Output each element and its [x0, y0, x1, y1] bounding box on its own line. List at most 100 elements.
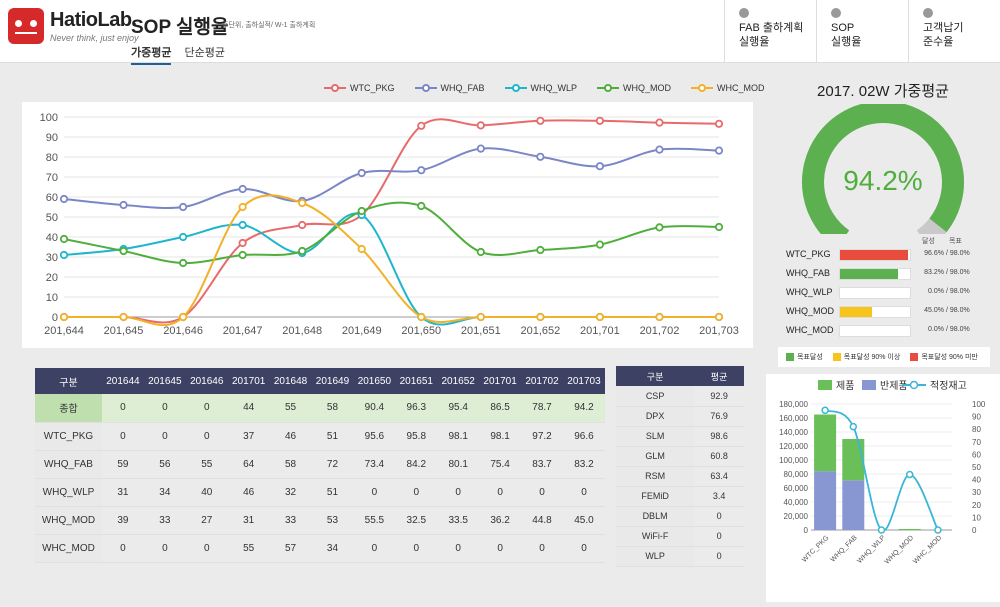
- data-point[interactable]: [59, 234, 69, 244]
- table-cell: 84.2: [395, 450, 438, 479]
- data-point[interactable]: [714, 146, 724, 155]
- table-cell: 60.8: [694, 446, 744, 467]
- data-point[interactable]: [849, 422, 858, 431]
- bar-semi-product[interactable]: [814, 471, 837, 530]
- data-point[interactable]: [655, 118, 664, 127]
- x-tick-label: 201,647: [223, 325, 263, 337]
- data-point[interactable]: [238, 238, 247, 248]
- bar-product[interactable]: [842, 439, 865, 481]
- table-cell: 0: [562, 534, 605, 563]
- data-point[interactable]: [877, 526, 886, 534]
- bar-product[interactable]: [814, 414, 837, 472]
- data-point[interactable]: [476, 121, 485, 130]
- data-point[interactable]: [59, 250, 69, 260]
- data-point[interactable]: [714, 222, 724, 232]
- data-point[interactable]: [178, 202, 188, 212]
- data-point[interactable]: [119, 200, 128, 210]
- table-cell: 72: [311, 450, 354, 479]
- page-title: SOP 실행율: [131, 17, 229, 38]
- data-point[interactable]: [536, 152, 545, 161]
- legend-label: WTC_PKG: [350, 83, 395, 93]
- data-point[interactable]: [298, 220, 307, 230]
- y-tick-label: 100: [40, 112, 58, 124]
- data-point[interactable]: [357, 168, 366, 178]
- row-label: CSP: [616, 386, 695, 407]
- data-point[interactable]: [298, 246, 307, 256]
- legend-item-whq_mod[interactable]: WHQ_MOD: [597, 83, 671, 93]
- data-point[interactable]: [536, 116, 545, 125]
- data-point[interactable]: [714, 312, 724, 322]
- nav-delivery[interactable]: 고객납기 준수율: [908, 0, 1000, 63]
- data-point[interactable]: [655, 223, 664, 232]
- table-cell: 32: [269, 478, 312, 507]
- status-row-whc_mod: WHC_MOD 0.0%/ 98.0%: [784, 324, 974, 338]
- data-point[interactable]: [238, 184, 247, 194]
- table-cell: 39: [101, 506, 144, 535]
- data-point[interactable]: [357, 206, 366, 216]
- legend-item-whq_wlp[interactable]: WHQ_WLP: [504, 83, 577, 93]
- y-tick-label: 80,000: [784, 470, 809, 479]
- data-point[interactable]: [595, 312, 605, 322]
- data-point[interactable]: [178, 312, 188, 322]
- data-point[interactable]: [536, 245, 545, 255]
- data-point[interactable]: [238, 250, 247, 260]
- data-point[interactable]: [655, 145, 664, 154]
- legend-item-whc_mod[interactable]: WHC_MOD: [691, 83, 765, 93]
- page-subtitle: 주단위, 출하실적/ W-1 출하계획: [222, 22, 316, 29]
- tab-weighted-average[interactable]: 가중평균: [131, 44, 172, 65]
- data-point[interactable]: [238, 220, 247, 230]
- nav-dot-icon: [831, 8, 841, 18]
- data-point[interactable]: [595, 116, 605, 125]
- table-row: DBLM 0: [616, 506, 744, 527]
- data-point[interactable]: [905, 470, 914, 479]
- data-point[interactable]: [417, 312, 426, 322]
- data-point[interactable]: [298, 198, 307, 208]
- row-label: GLM: [616, 446, 695, 467]
- x-tick-label: WTC_PKG: [801, 534, 830, 563]
- legend-swatch-icon: [862, 380, 876, 390]
- bar-product[interactable]: [898, 528, 921, 530]
- data-point[interactable]: [238, 202, 247, 212]
- y-tick-label: 20: [46, 272, 58, 284]
- data-point[interactable]: [655, 312, 664, 322]
- data-point[interactable]: [714, 119, 724, 128]
- data-point[interactable]: [476, 247, 485, 257]
- data-point[interactable]: [59, 194, 69, 204]
- legend-item-whq_fab[interactable]: WHQ_FAB: [414, 83, 485, 93]
- nav-fab-plan[interactable]: FAB 출하계획 실행율: [724, 0, 816, 63]
- data-point[interactable]: [119, 312, 128, 322]
- nav-label-line1: SOP: [831, 22, 855, 34]
- data-point[interactable]: [178, 258, 188, 268]
- nav-sop[interactable]: SOP 실행율: [816, 0, 908, 63]
- data-point[interactable]: [476, 144, 485, 153]
- legend-label: 제품: [836, 380, 854, 392]
- category-average-table: 구분 평균 CSP 92.9 DPX 76.9 SLM 98.6 GLM 60.8 RSM 63.…: [616, 366, 744, 567]
- data-point[interactable]: [821, 406, 829, 415]
- data-point[interactable]: [417, 121, 426, 130]
- table-cell: 0: [353, 534, 396, 563]
- x-tick-label: WHC_MOD: [912, 534, 943, 565]
- data-point[interactable]: [178, 232, 188, 242]
- line-chart-legend: WTC_PKG WHQ_FAB WHQ_WLP WHQ_MOD WHC_MOD: [324, 83, 785, 93]
- data-point[interactable]: [476, 312, 485, 322]
- data-point[interactable]: [595, 240, 605, 249]
- bar-semi-product[interactable]: [842, 480, 865, 530]
- data-point[interactable]: [59, 312, 69, 322]
- y-tick-label: 160,000: [779, 414, 808, 423]
- data-point[interactable]: [536, 312, 545, 322]
- data-point[interactable]: [595, 162, 605, 171]
- achieved-header: 달성: [922, 238, 935, 245]
- table-row: DPX 76.9: [616, 406, 744, 427]
- data-point[interactable]: [417, 166, 426, 175]
- y-tick-label: 20,000: [784, 512, 809, 521]
- tab-simple-average[interactable]: 단순평균: [184, 47, 226, 59]
- table-cell: 57: [269, 534, 312, 563]
- data-point[interactable]: [357, 244, 366, 254]
- data-point[interactable]: [119, 246, 128, 256]
- legend-item-wtc_pkg[interactable]: WTC_PKG: [324, 83, 395, 93]
- y-tick-label: 40: [46, 232, 58, 244]
- legend-under-90: 목표달성 90% 미만: [910, 352, 978, 362]
- data-point[interactable]: [417, 201, 426, 211]
- data-point[interactable]: [934, 526, 942, 534]
- row-label: DPX: [616, 406, 695, 427]
